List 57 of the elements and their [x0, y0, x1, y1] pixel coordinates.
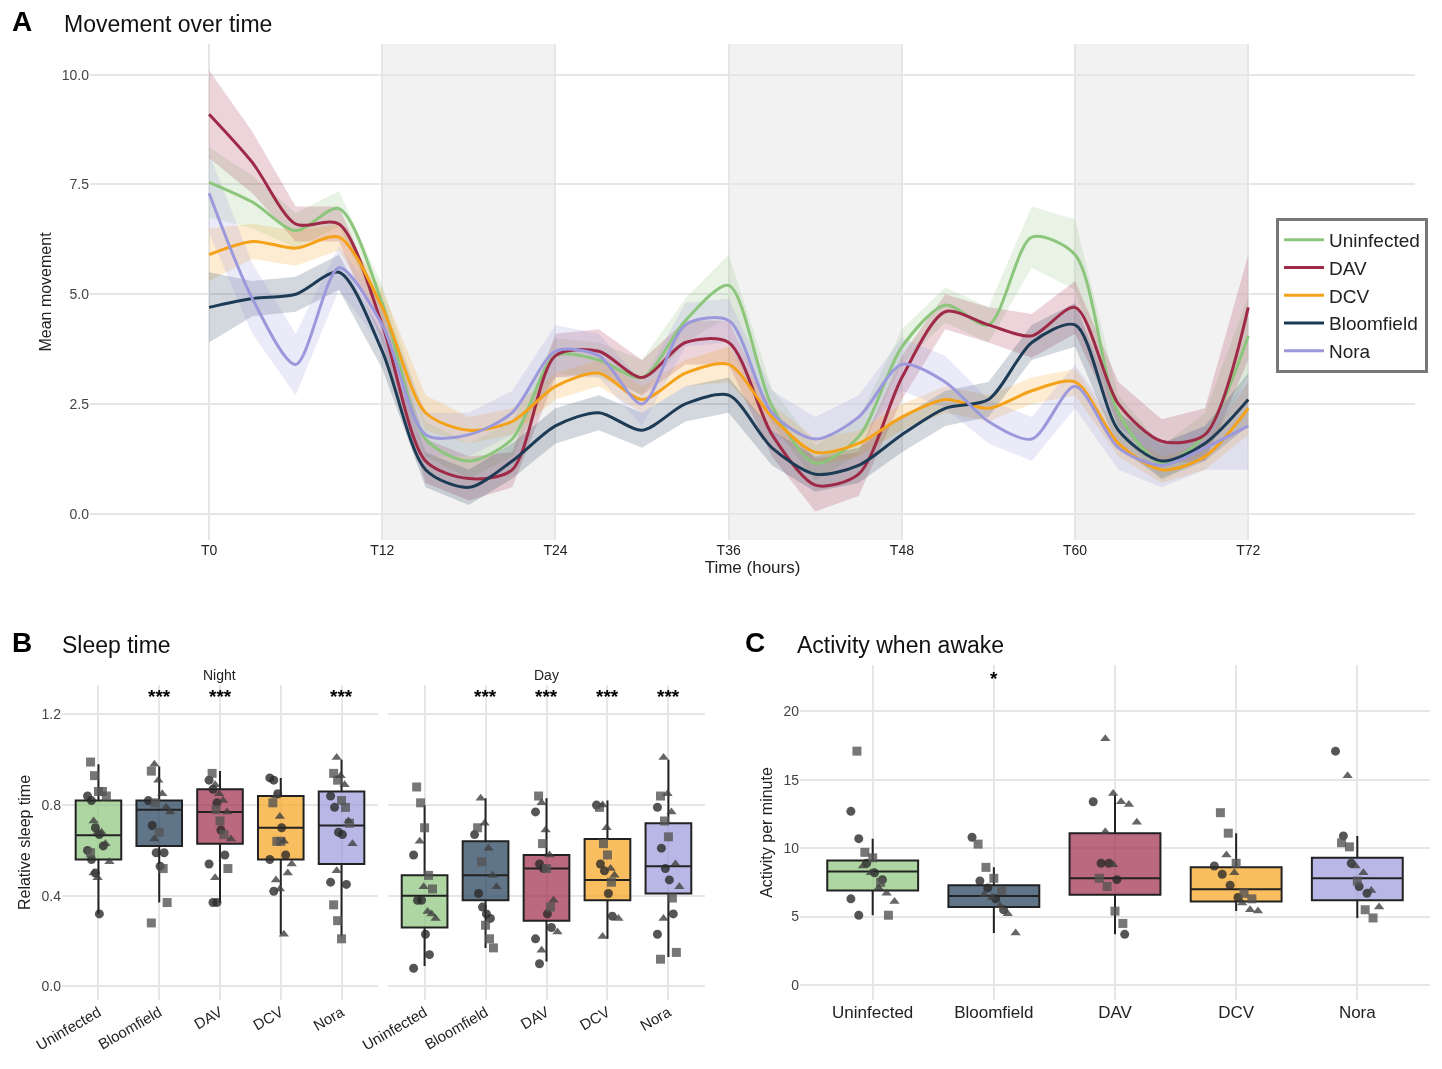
y-tick-label: 15 — [783, 771, 800, 788]
text: C — [745, 627, 766, 658]
y-tick-label: 0 — [791, 976, 800, 993]
x-tick-label: DAV — [1098, 1003, 1133, 1022]
annotation: *** — [657, 686, 680, 707]
x-tick-label: T48 — [889, 542, 915, 558]
legend-label: DAV — [1329, 257, 1367, 279]
legend-label: Uninfected — [1329, 230, 1420, 252]
annotation: *** — [596, 686, 619, 707]
annotation: *** — [474, 686, 497, 707]
y-axis-title: Mean movement — [36, 231, 54, 352]
x-tick-label: DAV — [517, 1002, 552, 1033]
y-tick-label: 0.0 — [69, 505, 90, 522]
chart-title: Activity when awake — [797, 632, 1005, 658]
chart-subtitle: Day — [534, 667, 559, 683]
y-axis-title: Activity per minute — [758, 767, 776, 898]
chart-title: Sleep time — [62, 632, 171, 658]
x-tick-label: Nora — [637, 1002, 675, 1034]
y-tick-label: 0.4 — [41, 887, 62, 904]
text: A — [12, 6, 33, 37]
y-tick-label: 0.8 — [41, 797, 62, 814]
y-tick-label: 1.2 — [41, 706, 62, 723]
annotation: *** — [535, 686, 558, 707]
annotation: *** — [330, 686, 353, 707]
x-tick-label: Uninfected — [832, 1003, 914, 1022]
y-tick-label: 2.5 — [69, 395, 90, 412]
y-tick-label: 5.0 — [69, 286, 90, 303]
x-tick-label: DAV — [191, 1002, 226, 1033]
x-tick-label: Bloomfield — [954, 1003, 1034, 1022]
x-tick-label: T72 — [1236, 542, 1261, 558]
x-tick-label: Nora — [1338, 1003, 1377, 1022]
x-tick-label: T12 — [370, 542, 395, 558]
x-tick-label: T36 — [716, 542, 741, 558]
y-tick-label: 5 — [791, 908, 800, 925]
x-tick-label: T24 — [543, 542, 568, 558]
annotation: *** — [209, 686, 232, 707]
chart-title: Movement over time — [64, 11, 273, 37]
y-tick-label: 20 — [783, 703, 800, 720]
x-tick-label: DCV — [576, 1002, 613, 1034]
y-tick-label: 10.0 — [61, 66, 90, 83]
x-axis-title: Time (hours) — [704, 558, 801, 578]
y-axis-title: Relative sleep time — [16, 774, 34, 911]
legend-label: Nora — [1329, 341, 1371, 363]
y-tick-label: 7.5 — [69, 176, 90, 193]
x-tick-label: DCV — [250, 1002, 287, 1034]
x-tick-label: DCV — [1218, 1003, 1255, 1022]
x-tick-label: T0 — [200, 542, 218, 558]
y-tick-label: 0.0 — [41, 978, 62, 995]
legend-label: Bloomfield — [1329, 313, 1418, 335]
chart-subtitle: Night — [203, 667, 236, 683]
x-tick-label: Nora — [310, 1002, 348, 1034]
x-tick-label: T60 — [1063, 542, 1088, 558]
legend-label: DCV — [1329, 285, 1370, 307]
y-tick-label: 10 — [783, 840, 800, 857]
annotation: *** — [148, 686, 171, 707]
text: B — [12, 627, 33, 658]
annotation: * — [990, 668, 998, 689]
